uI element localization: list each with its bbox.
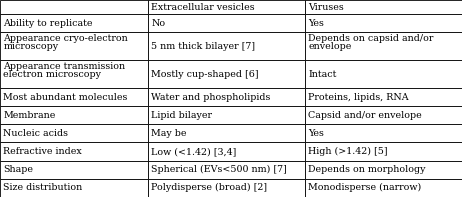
Text: Yes: Yes	[308, 129, 324, 138]
Text: Monodisperse (narrow): Monodisperse (narrow)	[308, 183, 421, 192]
Bar	[148, 106, 305, 124]
Bar	[305, 161, 462, 179]
Bar	[148, 0, 305, 14]
Bar	[0, 179, 148, 197]
Bar	[0, 14, 148, 32]
Text: Viruses: Viruses	[308, 3, 344, 11]
Bar	[148, 142, 305, 161]
Bar	[305, 124, 462, 142]
Text: Yes: Yes	[308, 19, 324, 28]
Bar	[305, 32, 462, 60]
Bar	[148, 32, 305, 60]
Text: May be: May be	[151, 129, 187, 138]
Bar	[305, 14, 462, 32]
Bar	[305, 60, 462, 88]
Bar	[0, 32, 148, 60]
Text: Membrane: Membrane	[3, 111, 55, 120]
Text: Extracellular vesicles: Extracellular vesicles	[151, 3, 255, 11]
Bar	[0, 124, 148, 142]
Text: Ability to replicate: Ability to replicate	[3, 19, 93, 28]
Bar	[0, 161, 148, 179]
Text: Nucleic acids: Nucleic acids	[3, 129, 68, 138]
Bar	[148, 88, 305, 106]
Bar	[148, 179, 305, 197]
Bar	[305, 106, 462, 124]
Text: Appearance transmission: Appearance transmission	[3, 62, 125, 71]
Bar	[305, 88, 462, 106]
Bar	[0, 60, 148, 88]
Text: electron microscopy: electron microscopy	[3, 70, 101, 79]
Text: Capsid and/or envelope: Capsid and/or envelope	[308, 111, 422, 120]
Text: Size distribution: Size distribution	[3, 183, 83, 192]
Text: Spherical (EVs<500 nm) [7]: Spherical (EVs<500 nm) [7]	[151, 165, 287, 174]
Text: Polydisperse (broad) [2]: Polydisperse (broad) [2]	[151, 183, 267, 192]
Text: Low (<1.42) [3,4]: Low (<1.42) [3,4]	[151, 147, 237, 156]
Text: Water and phospholipids: Water and phospholipids	[151, 93, 270, 102]
Text: No: No	[151, 19, 165, 28]
Text: Mostly cup-shaped [6]: Mostly cup-shaped [6]	[151, 70, 259, 79]
Bar	[0, 106, 148, 124]
Bar	[148, 14, 305, 32]
Bar	[0, 142, 148, 161]
Bar	[148, 60, 305, 88]
Text: High (>1.42) [5]: High (>1.42) [5]	[308, 147, 388, 156]
Text: envelope: envelope	[308, 43, 352, 51]
Text: microscopy: microscopy	[3, 43, 58, 51]
Text: Refractive index: Refractive index	[3, 147, 82, 156]
Text: Intact: Intact	[308, 70, 336, 79]
Bar	[305, 142, 462, 161]
Bar	[0, 88, 148, 106]
Text: Depends on capsid and/or: Depends on capsid and/or	[308, 34, 433, 43]
Text: Most abundant molecules: Most abundant molecules	[3, 93, 128, 102]
Bar	[305, 0, 462, 14]
Bar	[0, 0, 148, 14]
Text: Shape: Shape	[3, 165, 33, 174]
Text: Depends on morphology: Depends on morphology	[308, 165, 426, 174]
Text: Appearance cryo-electron: Appearance cryo-electron	[3, 34, 128, 43]
Text: Lipid bilayer: Lipid bilayer	[151, 111, 212, 120]
Bar	[305, 179, 462, 197]
Bar	[148, 161, 305, 179]
Text: 5 nm thick bilayer [7]: 5 nm thick bilayer [7]	[151, 42, 255, 51]
Text: Proteins, lipids, RNA: Proteins, lipids, RNA	[308, 93, 409, 102]
Bar	[148, 124, 305, 142]
